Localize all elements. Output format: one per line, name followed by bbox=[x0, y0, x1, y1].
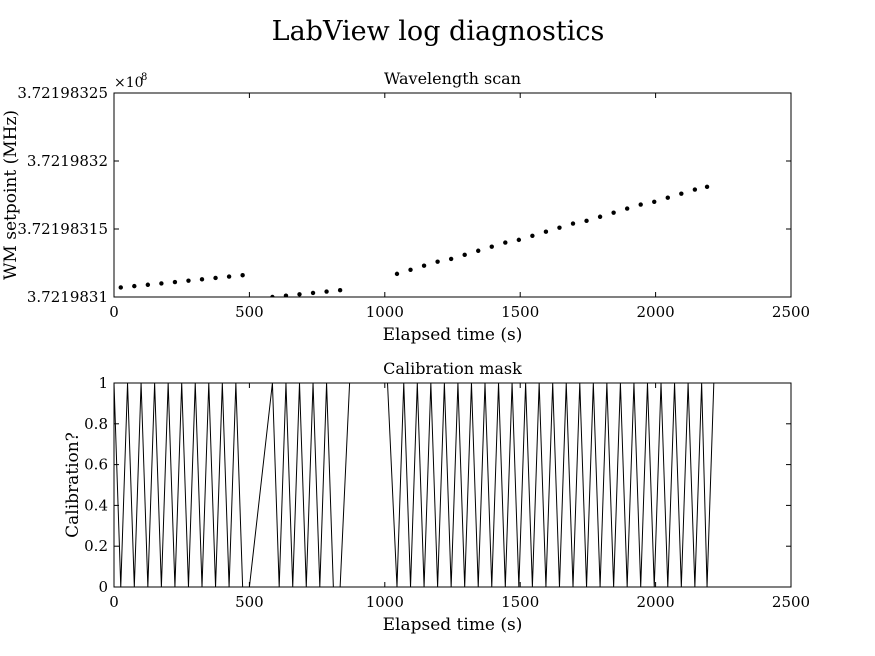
y-axis-label: WM setpoint (MHz) bbox=[1, 110, 21, 280]
data-point bbox=[394, 271, 400, 277]
x-tick-label: 1000 bbox=[366, 593, 404, 611]
axes-frame bbox=[113, 92, 792, 298]
x-tick-label: 2000 bbox=[637, 303, 675, 321]
data-point bbox=[297, 292, 302, 297]
data-point bbox=[240, 273, 245, 278]
data-point bbox=[408, 267, 413, 272]
y-axis-label: Calibration? bbox=[63, 432, 83, 538]
y-tick-label: 3.72198325 bbox=[17, 84, 108, 102]
axis-offset-base: ×10 bbox=[114, 75, 144, 91]
data-point bbox=[421, 263, 427, 268]
x-axis-label: Elapsed time (s) bbox=[383, 615, 523, 635]
data-point bbox=[172, 279, 178, 285]
y-tick-label: 1 bbox=[98, 374, 108, 392]
data-point bbox=[283, 293, 289, 297]
data-point bbox=[159, 281, 164, 286]
data-point bbox=[652, 199, 657, 204]
axes-title: Calibration mask bbox=[383, 359, 522, 378]
data-point bbox=[186, 278, 191, 283]
data-point bbox=[310, 290, 316, 296]
x-tick-label: 0 bbox=[109, 303, 119, 321]
data-point bbox=[476, 248, 481, 253]
y-tick-label: 0.4 bbox=[84, 496, 108, 514]
data-layer bbox=[114, 383, 715, 587]
data-point bbox=[489, 244, 494, 249]
data-point bbox=[324, 289, 329, 294]
data-point bbox=[435, 259, 440, 264]
data-point bbox=[270, 294, 275, 297]
series-line bbox=[114, 383, 715, 587]
data-point bbox=[462, 252, 467, 258]
x-tick-label: 1500 bbox=[501, 593, 539, 611]
data-point bbox=[679, 191, 684, 196]
axis-offset-text: ×108 bbox=[114, 72, 147, 91]
data-point bbox=[448, 256, 454, 262]
data-point bbox=[516, 237, 522, 243]
data-point bbox=[692, 187, 698, 192]
data-point bbox=[145, 282, 151, 287]
y-tick-label: 0 bbox=[98, 578, 108, 596]
data-layer bbox=[118, 184, 710, 297]
x-tick-label: 2500 bbox=[772, 303, 810, 321]
x-tick-label: 1000 bbox=[366, 303, 404, 321]
data-point bbox=[570, 221, 576, 226]
x-tick-label: 500 bbox=[235, 303, 264, 321]
x-tick-label: 1500 bbox=[501, 303, 539, 321]
x-tick-label: 2000 bbox=[637, 593, 675, 611]
axes-title: Wavelength scan bbox=[384, 69, 521, 88]
data-point bbox=[704, 184, 710, 190]
data-point bbox=[226, 274, 232, 279]
y-tick-label: 3.7219831 bbox=[27, 288, 108, 306]
data-point bbox=[132, 283, 137, 289]
x-tick-label: 0 bbox=[109, 593, 119, 611]
data-point bbox=[557, 225, 562, 230]
y-tick-label: 3.7219832 bbox=[27, 152, 108, 170]
data-point bbox=[213, 275, 218, 281]
wavelength-scan-plot: Wavelength scan 0 500 1000 1500 2000 2500 3.721… bbox=[1, 69, 810, 345]
data-point bbox=[530, 233, 535, 238]
y-tick-label: 0.6 bbox=[84, 456, 108, 474]
axes-frame bbox=[113, 382, 792, 588]
x-tick-label: 500 bbox=[235, 593, 264, 611]
calibration-mask-plot: Calibration mask 0 500 1000 1500 2000 2500 0 0.2… bbox=[63, 359, 810, 635]
data-point bbox=[597, 214, 603, 219]
y-tick-label: 0.8 bbox=[84, 415, 108, 433]
data-point bbox=[337, 288, 343, 293]
data-point bbox=[638, 202, 643, 207]
axis-offset-exponent: 8 bbox=[141, 72, 147, 83]
data-point bbox=[543, 229, 549, 234]
y-tick-label: 3.72198315 bbox=[17, 220, 108, 238]
figure-title: LabView log diagnostics bbox=[272, 16, 605, 47]
data-point bbox=[118, 285, 123, 290]
x-axis-label: Elapsed time (s) bbox=[383, 325, 523, 345]
data-point bbox=[624, 206, 630, 211]
y-tick-label: 0.2 bbox=[84, 537, 108, 555]
data-point bbox=[199, 277, 205, 282]
data-point bbox=[584, 218, 589, 224]
data-point bbox=[611, 210, 616, 215]
data-point bbox=[665, 195, 670, 200]
data-point bbox=[503, 240, 508, 245]
x-tick-label: 2500 bbox=[772, 593, 810, 611]
